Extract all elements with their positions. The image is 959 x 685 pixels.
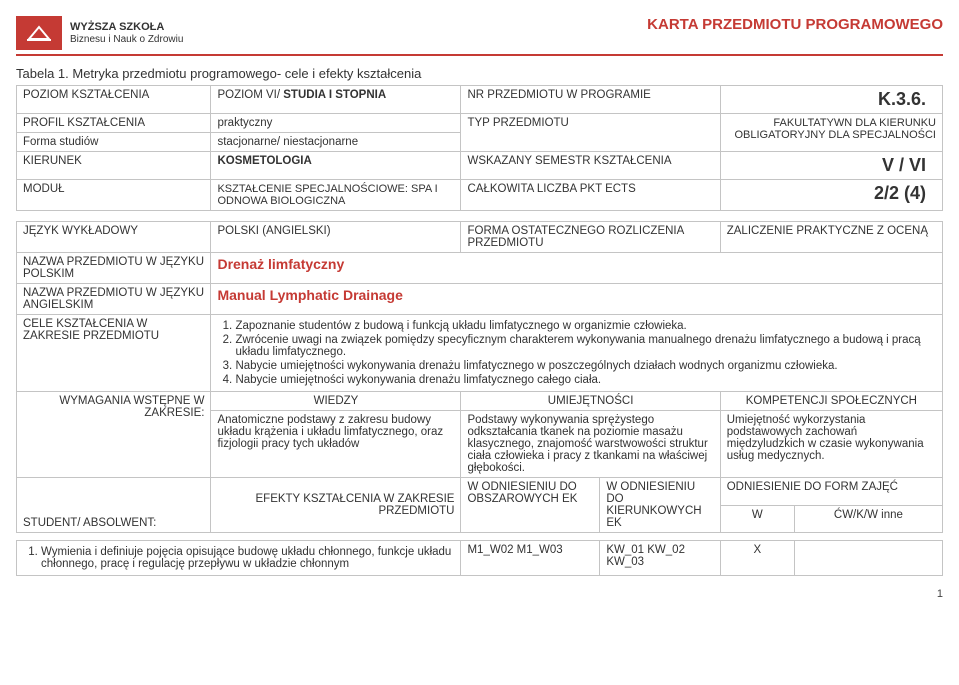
cell: NR PRZEDMIOTU W PROGRAMIE (461, 86, 720, 114)
txt: FAKULTATYWN DLA KIERUNKU (773, 117, 936, 129)
page-header: WYŻSZA SZKOŁA Biznesu i Nauk o Zdrowiu K… (16, 16, 943, 50)
cell: STUDENT/ ABSOLWENT: (17, 478, 211, 533)
cell: Umiejętność wykorzystania podstawowych z… (720, 411, 942, 478)
cell: Anatomiczne podstawy z zakresu budowy uk… (211, 411, 461, 478)
cell: UMIEJĘTNOŚCI (461, 392, 720, 411)
cell: W (720, 505, 794, 533)
table-caption: Tabela 1. Metryka przedmiotu programoweg… (16, 66, 943, 81)
metrics-table: POZIOM KSZTAŁCENIA POZIOM VI/ STUDIA I S… (16, 85, 943, 211)
cell: WYMAGANIA WSTĘPNE W ZAKRESIE: (17, 392, 211, 478)
cell: EFEKTY KSZTAŁCENIA W ZAKRESIE PRZEDMIOTU (211, 478, 461, 533)
cell: POZIOM KSZTAŁCENIA (17, 86, 211, 114)
cell: MODUŁ (17, 180, 211, 211)
cell (794, 541, 942, 576)
logo-block: WYŻSZA SZKOŁA Biznesu i Nauk o Zdrowiu (16, 16, 183, 50)
cell: 2/2 (4) (720, 180, 942, 211)
cell: ĆW/K/W inne (794, 505, 942, 533)
cell: TYP PRZEDMIOTU (461, 114, 720, 152)
cell: KSZTAŁCENIE SPECJALNOŚCIOWE: SPA I ODNOW… (211, 180, 461, 211)
goal-item: Nabycie umiejętności wykonywania drenażu… (235, 360, 936, 372)
cell: praktyczny (211, 114, 461, 133)
cell: FAKULTATYWN DLA KIERUNKU OBLIGATORYJNY D… (720, 114, 942, 152)
cell: K.3.6. (720, 86, 942, 114)
cell: Drenaż limfatyczny (211, 253, 943, 284)
cell: M1_W02 M1_W03 (461, 541, 600, 576)
cell: KW_01 KW_02 KW_03 (600, 541, 720, 576)
details-table: JĘZYK WYKŁADOWY POLSKI (ANGIELSKI) FORMA… (16, 221, 943, 576)
cell: Manual Lymphatic Drainage (211, 284, 943, 315)
cell: V / VI (720, 152, 942, 180)
cell: KOSMETOLOGIA (211, 152, 461, 180)
goal-item: Zwrócenie uwagi na związek pomiędzy spec… (235, 334, 936, 358)
cell: POLSKI (ANGIELSKI) (211, 222, 461, 253)
card-title: KARTA PRZEDMIOTU PROGRAMOWEGO (647, 16, 943, 33)
cell: W ODNIESIENIU DO OBSZAROWYCH EK (461, 478, 600, 533)
cell: POZIOM VI/ STUDIA I STOPNIA (211, 86, 461, 114)
cell: KIERUNEK (17, 152, 211, 180)
header-rule (16, 54, 943, 56)
cell: stacjonarne/ niestacjonarne (211, 133, 461, 152)
cell: ODNIESIENIE DO FORM ZAJĘĆ (720, 478, 942, 506)
cell: FORMA OSTATECZNEGO ROZLICZENIA PRZEDMIOT… (461, 222, 720, 253)
cell: Zapoznanie studentów z budową i funkcją … (211, 315, 943, 392)
logo-icon (16, 16, 62, 50)
cell: WSKAZANY SEMESTR KSZTAŁCENIA (461, 152, 720, 180)
logo-text: WYŻSZA SZKOŁA Biznesu i Nauk o Zdrowiu (70, 21, 183, 44)
cell: CELE KSZTAŁCENIA W ZAKRESIE PRZEDMIOTU (17, 315, 211, 392)
cell: NAZWA PRZEDMIOTU W JĘZYKU POLSKIM (17, 253, 211, 284)
cell: PROFIL KSZTAŁCENIA (17, 114, 211, 133)
cell: WIEDZY (211, 392, 461, 411)
cell: ZALICZENIE PRAKTYCZNE Z OCENĄ (720, 222, 942, 253)
cell: W ODNIESIENIU DO KIERUNKOWYCH EK (600, 478, 720, 533)
cell: JĘZYK WYKŁADOWY (17, 222, 211, 253)
goal-item: Zapoznanie studentów z budową i funkcją … (235, 320, 936, 332)
cell: NAZWA PRZEDMIOTU W JĘZYKU ANGIELSKIM (17, 284, 211, 315)
txt: OBLIGATORYJNY DLA SPECJALNOŚCI (734, 129, 936, 141)
logo-sub: Biznesu i Nauk o Zdrowiu (70, 34, 183, 45)
effect-item: Wymienia i definiuje pojęcia opisujące b… (41, 546, 454, 570)
cell: Podstawy wykonywania sprężystego odkszta… (461, 411, 720, 478)
cell: CAŁKOWITA LICZBA PKT ECTS (461, 180, 720, 211)
cell: KOMPETENCJI SPOŁECZNYCH (720, 392, 942, 411)
cell: X (720, 541, 794, 576)
cell: Forma studiów (17, 133, 211, 152)
page-number: 1 (16, 588, 943, 600)
goal-item: Nabycie umiejętności wykonywania drenażu… (235, 374, 936, 386)
logo-main: WYŻSZA SZKOŁA (70, 21, 183, 33)
cell: Wymienia i definiuje pojęcia opisujące b… (17, 541, 461, 576)
